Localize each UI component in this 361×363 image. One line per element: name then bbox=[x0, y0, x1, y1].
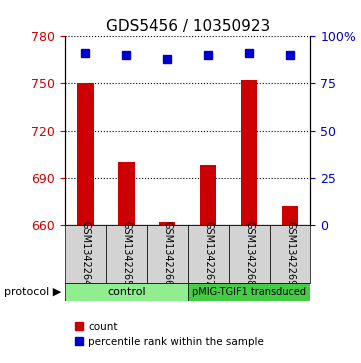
FancyBboxPatch shape bbox=[188, 283, 310, 301]
Text: GSM1342265: GSM1342265 bbox=[121, 221, 131, 287]
Text: GSM1342268: GSM1342268 bbox=[244, 221, 254, 287]
Text: pMIG-TGIF1 transduced: pMIG-TGIF1 transduced bbox=[192, 287, 306, 297]
Bar bbox=[200, 165, 216, 225]
FancyBboxPatch shape bbox=[188, 225, 229, 283]
Bar bbox=[159, 222, 175, 225]
Text: GSM1342266: GSM1342266 bbox=[162, 221, 172, 287]
FancyBboxPatch shape bbox=[106, 225, 147, 283]
FancyBboxPatch shape bbox=[147, 225, 188, 283]
Text: GSM1342269: GSM1342269 bbox=[285, 221, 295, 287]
Bar bbox=[118, 162, 135, 225]
Legend: count, percentile rank within the sample: count, percentile rank within the sample bbox=[70, 317, 268, 351]
Bar bbox=[282, 206, 298, 225]
FancyBboxPatch shape bbox=[65, 283, 188, 301]
Bar bbox=[241, 80, 257, 225]
Bar bbox=[77, 83, 93, 225]
FancyBboxPatch shape bbox=[229, 225, 270, 283]
Text: GSM1342264: GSM1342264 bbox=[81, 221, 91, 287]
Text: protocol ▶: protocol ▶ bbox=[4, 287, 61, 297]
FancyBboxPatch shape bbox=[270, 225, 310, 283]
FancyBboxPatch shape bbox=[65, 225, 106, 283]
Text: GSM1342267: GSM1342267 bbox=[203, 221, 213, 287]
Title: GDS5456 / 10350923: GDS5456 / 10350923 bbox=[106, 19, 270, 34]
Text: control: control bbox=[107, 287, 145, 297]
